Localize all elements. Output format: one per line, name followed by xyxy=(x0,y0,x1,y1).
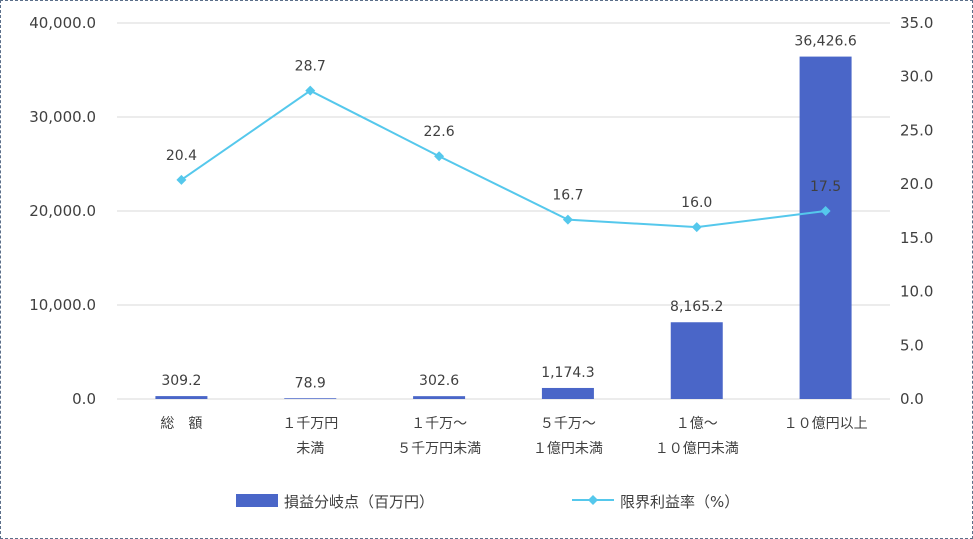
x-category-label: ５千万～ xyxy=(540,416,596,432)
line-data-label: 28.7 xyxy=(295,59,326,75)
line-data-label: 16.7 xyxy=(552,188,583,204)
y-right-tick-label: 25.0 xyxy=(900,121,933,139)
gridlines xyxy=(117,22,890,400)
y-right-tick-label: 15.0 xyxy=(900,229,933,247)
bar-data-label: 36,426.6 xyxy=(794,34,856,50)
x-category-label: １千万円 xyxy=(282,416,338,432)
line-data-labels: 20.4 28.7 22.6 16.7 16.0 17.5 xyxy=(166,59,841,211)
bar-data-label: 302.6 xyxy=(419,373,459,389)
bar-series xyxy=(155,56,852,399)
legend-bar-label: 損益分岐点（百万円） xyxy=(284,493,434,511)
x-category-label: １千万～ xyxy=(411,416,467,432)
line-marker xyxy=(434,151,445,162)
bar-data-labels: 309.2 78.9 302.6 1,174.3 8,165.2 36,426.6 xyxy=(161,34,856,392)
y-left-tick-label: 10,000.0 xyxy=(29,296,96,314)
legend-line-marker xyxy=(588,495,598,505)
bar xyxy=(413,396,466,399)
line-marker xyxy=(176,174,187,185)
y-right-tick-label: 10.0 xyxy=(900,283,933,301)
y-right-tick-label: 30.0 xyxy=(900,68,933,86)
y-right-tick-label: 20.0 xyxy=(900,175,933,193)
bar xyxy=(284,398,337,399)
x-category-label: 総 額 xyxy=(160,416,202,432)
legend: 損益分岐点（百万円） 限界利益率（%） xyxy=(236,493,739,511)
line-marker xyxy=(820,206,831,216)
bar xyxy=(799,56,852,399)
line-marker xyxy=(305,85,316,96)
x-category-label: １億～ xyxy=(676,416,718,432)
bar-data-label: 1,174.3 xyxy=(541,365,594,381)
y-right-tick-label: 35.0 xyxy=(900,14,933,32)
x-category-label: １億円未満 xyxy=(533,441,603,457)
line-marker xyxy=(691,222,702,233)
y-right-tick-label: 0.0 xyxy=(900,390,924,408)
line-path xyxy=(180,89,826,229)
line-marker xyxy=(562,214,573,225)
y-left-tick-label: 40,000.0 xyxy=(29,14,96,32)
legend-bar-swatch xyxy=(236,494,278,507)
y-axis-left: 0.0 10,000.0 20,000.0 30,000.0 40,000.0 xyxy=(29,14,96,408)
x-category-label: 未満 xyxy=(296,441,324,457)
line-data-label: 22.6 xyxy=(423,124,454,140)
bar-data-label: 78.9 xyxy=(295,375,326,391)
y-right-tick-label: 5.0 xyxy=(900,336,924,354)
line-data-label: 16.0 xyxy=(681,195,712,211)
x-category-label: ５千万円未満 xyxy=(397,441,481,457)
y-left-tick-label: 20,000.0 xyxy=(29,202,96,220)
bar xyxy=(670,322,723,399)
bar-data-label: 309.2 xyxy=(161,373,201,389)
line-data-label: 17.5 xyxy=(810,179,841,195)
y-axis-right: 0.0 5.0 10.0 15.0 20.0 25.0 30.0 35.0 xyxy=(900,14,933,408)
legend-line-label: 限界利益率（%） xyxy=(620,493,739,511)
line-series xyxy=(176,85,831,233)
bar-data-label: 8,165.2 xyxy=(670,299,723,315)
y-left-tick-label: 30,000.0 xyxy=(29,108,96,126)
x-category-label: １０億円以上 xyxy=(784,416,868,432)
y-left-tick-label: 0.0 xyxy=(72,390,96,408)
bar xyxy=(155,396,208,399)
line-data-label: 20.4 xyxy=(166,148,197,164)
x-category-label: １０億円未満 xyxy=(655,441,739,457)
bar xyxy=(541,387,594,399)
